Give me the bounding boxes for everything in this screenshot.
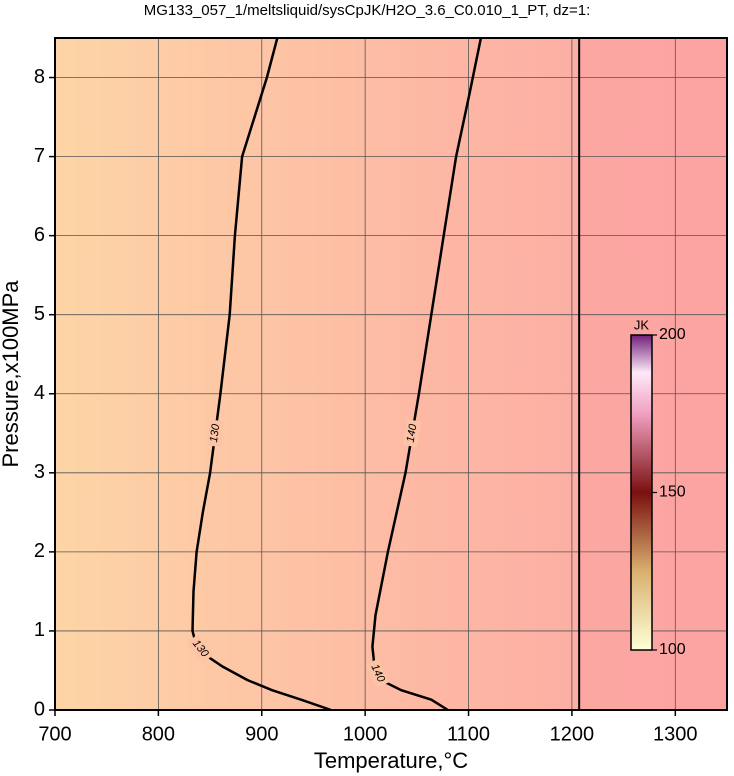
contour-label-gap (365, 658, 390, 688)
y-tick-label: 2 (34, 540, 45, 562)
contour-label-gap (403, 419, 422, 448)
x-tick-label: 1200 (550, 723, 595, 745)
colorbar-tick-label: 200 (659, 326, 686, 343)
contour-label-gap (206, 419, 224, 448)
y-tick-label: 8 (34, 66, 45, 88)
y-tick-label: 0 (34, 698, 45, 720)
x-tick-label: 1300 (653, 723, 698, 745)
contour-line (191, 37, 332, 712)
y-tick-label: 1 (34, 619, 45, 641)
x-tick-label: 700 (38, 723, 71, 745)
y-tick-label: 3 (34, 461, 45, 483)
colorbar-label: JK (634, 317, 650, 332)
region-fill (579, 38, 727, 710)
plot-frame (54, 37, 728, 711)
x-tick-label: 900 (245, 723, 278, 745)
contour-label: 140 (405, 422, 420, 443)
x-tick-label: 1100 (447, 723, 490, 745)
x-tick-label: 800 (142, 723, 175, 745)
colorbar-tick-label: 150 (659, 484, 686, 501)
x-tick-label: 1000 (343, 723, 388, 745)
y-tick-label: 7 (34, 145, 45, 167)
chart-title: MG133_057_1/meltsliquid/sysCpJK/H2O_3.6_… (144, 2, 591, 19)
colorbar-tick-label: 100 (659, 641, 686, 658)
y-axis-label: Pressure,x100MPa (0, 280, 23, 468)
contour-label: 130 (208, 423, 222, 444)
y-tick-label: 4 (34, 382, 45, 404)
colorbar (630, 334, 653, 651)
y-tick-label: 5 (34, 303, 45, 325)
x-axis-label: Temperature,°C (314, 748, 468, 773)
contour-line (371, 37, 483, 712)
contour-label-gap (186, 634, 214, 664)
y-tick-label: 6 (34, 224, 45, 246)
